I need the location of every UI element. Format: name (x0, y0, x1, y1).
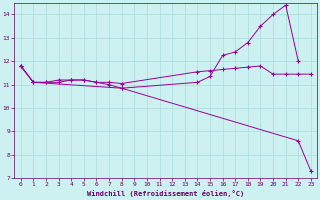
X-axis label: Windchill (Refroidissement éolien,°C): Windchill (Refroidissement éolien,°C) (87, 190, 244, 197)
